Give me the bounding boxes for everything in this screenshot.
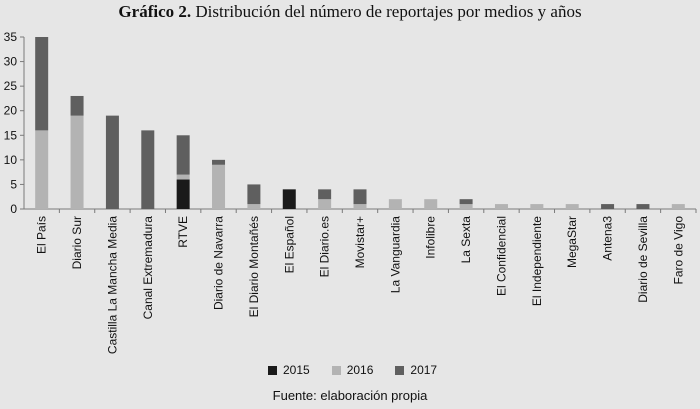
category-label: Diario de Sevilla — [636, 216, 650, 303]
bar-2017-5 — [212, 159, 226, 165]
legend-entry-2017: 2017 — [395, 363, 437, 377]
category-label: El Español — [282, 216, 296, 273]
bar-2015-7 — [282, 189, 296, 209]
category-label: La Vanguardia — [388, 216, 402, 294]
category-label: Antena3 — [601, 216, 615, 261]
bar-2015-4 — [176, 179, 190, 209]
category-label: Castilla La Mancha Media — [105, 216, 119, 354]
chart-title-bold: Gráfico 2. — [118, 2, 192, 21]
category-label: Faro de Vigo — [671, 216, 685, 285]
category-label: Diario de Navarra — [212, 216, 226, 310]
bar-2017-12 — [459, 199, 473, 205]
bar-2017-16 — [601, 204, 615, 209]
bar-2016-13 — [494, 204, 508, 209]
category-label: El Independiente — [530, 216, 544, 306]
category-label: El Diario.es — [318, 216, 332, 277]
chart-legend: 2015 2016 2017 — [268, 363, 437, 377]
bar-2016-11 — [424, 199, 438, 209]
bar-2016-6 — [247, 204, 261, 209]
category-label: Movistar+ — [353, 216, 367, 268]
y-tick-label: 10 — [4, 153, 18, 167]
legend-entry-2016: 2016 — [331, 363, 374, 377]
bar-2016-9 — [353, 204, 367, 209]
bar-2017-3 — [141, 130, 155, 209]
category-label: El Diario Montañés — [247, 216, 261, 317]
legend-swatch — [268, 365, 277, 375]
chart-title: Gráfico 2. Distribución del número de re… — [0, 2, 700, 22]
bar-2016-5 — [212, 164, 226, 209]
category-label: Infolibre — [424, 216, 438, 259]
y-tick-label: 5 — [10, 177, 17, 191]
bar-2016-10 — [388, 199, 402, 209]
category-label: Canal Extremadura — [141, 216, 155, 320]
legend-label: 2017 — [410, 363, 438, 377]
bar-2017-6 — [247, 184, 261, 205]
bar-2016-18 — [671, 204, 685, 209]
chart-title-text: Distribución del número de reportajes po… — [195, 2, 582, 21]
category-label: El Confidencial — [494, 216, 508, 296]
bar-2016-14 — [530, 204, 544, 209]
y-tick-label: 30 — [4, 55, 18, 69]
category-label: Diario Sur — [70, 216, 84, 269]
category-label: El País — [35, 216, 49, 254]
bar-2016-1 — [70, 115, 84, 209]
bar-2017-9 — [353, 189, 367, 205]
y-tick-label: 25 — [4, 79, 18, 93]
legend-label: 2016 — [346, 363, 374, 377]
bar-2016-12 — [459, 204, 473, 209]
bar-2017-17 — [636, 204, 650, 209]
y-tick-label: 35 — [4, 30, 18, 44]
y-tick-label: 0 — [10, 202, 17, 216]
bar-2016-4 — [176, 174, 190, 180]
bar-2017-8 — [318, 189, 332, 200]
bar-2016-8 — [318, 199, 332, 209]
bar-2017-2 — [105, 115, 119, 209]
category-label: La Sexta — [459, 216, 473, 264]
category-label: MegaStar — [565, 216, 579, 268]
legend-label: 2015 — [283, 363, 310, 377]
category-label: RTVE — [176, 216, 190, 248]
legend-swatch — [331, 365, 341, 375]
legend-entry-2015: 2015 — [268, 363, 310, 377]
y-tick-label: 20 — [4, 104, 18, 118]
y-tick-label: 15 — [4, 128, 18, 142]
legend-swatch — [395, 365, 405, 375]
bar-2017-4 — [176, 135, 190, 175]
chart-source: Fuente: elaboración propia — [272, 388, 428, 403]
bar-2016-15 — [565, 204, 579, 209]
bar-2017-0 — [35, 37, 49, 131]
bar-2017-1 — [70, 95, 84, 116]
bar-2016-0 — [35, 130, 49, 209]
